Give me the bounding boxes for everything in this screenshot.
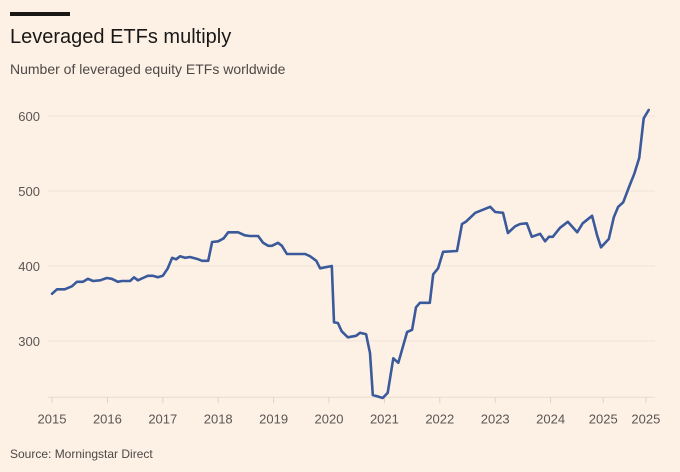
y-tick-label: 300 <box>18 334 40 349</box>
x-tick-label: 2025 <box>631 411 660 426</box>
x-tick-label: 2025 <box>589 411 618 426</box>
y-tick-label: 400 <box>18 259 40 274</box>
x-tick-label: 2018 <box>204 411 233 426</box>
chart-title: Leveraged ETFs multiply <box>10 26 232 48</box>
x-tick-label: 2024 <box>536 411 565 426</box>
x-tick-label: 2015 <box>38 411 67 426</box>
x-tick-label: 2017 <box>148 411 177 426</box>
x-tick-label: 2022 <box>425 411 454 426</box>
x-tick-label: 2019 <box>259 411 288 426</box>
x-tick-label: 2016 <box>93 411 122 426</box>
chart-subtitle: Number of leveraged equity ETFs worldwid… <box>10 61 286 77</box>
y-tick-label: 500 <box>18 184 40 199</box>
x-tick-label: 2023 <box>481 411 510 426</box>
x-tick-label: 2020 <box>315 411 344 426</box>
series-line <box>50 108 650 400</box>
y-tick-label: 600 <box>18 109 40 124</box>
x-tick-label: 2021 <box>370 411 399 426</box>
title-rule <box>10 12 70 16</box>
source-note: Source: Morningstar Direct <box>10 447 153 461</box>
